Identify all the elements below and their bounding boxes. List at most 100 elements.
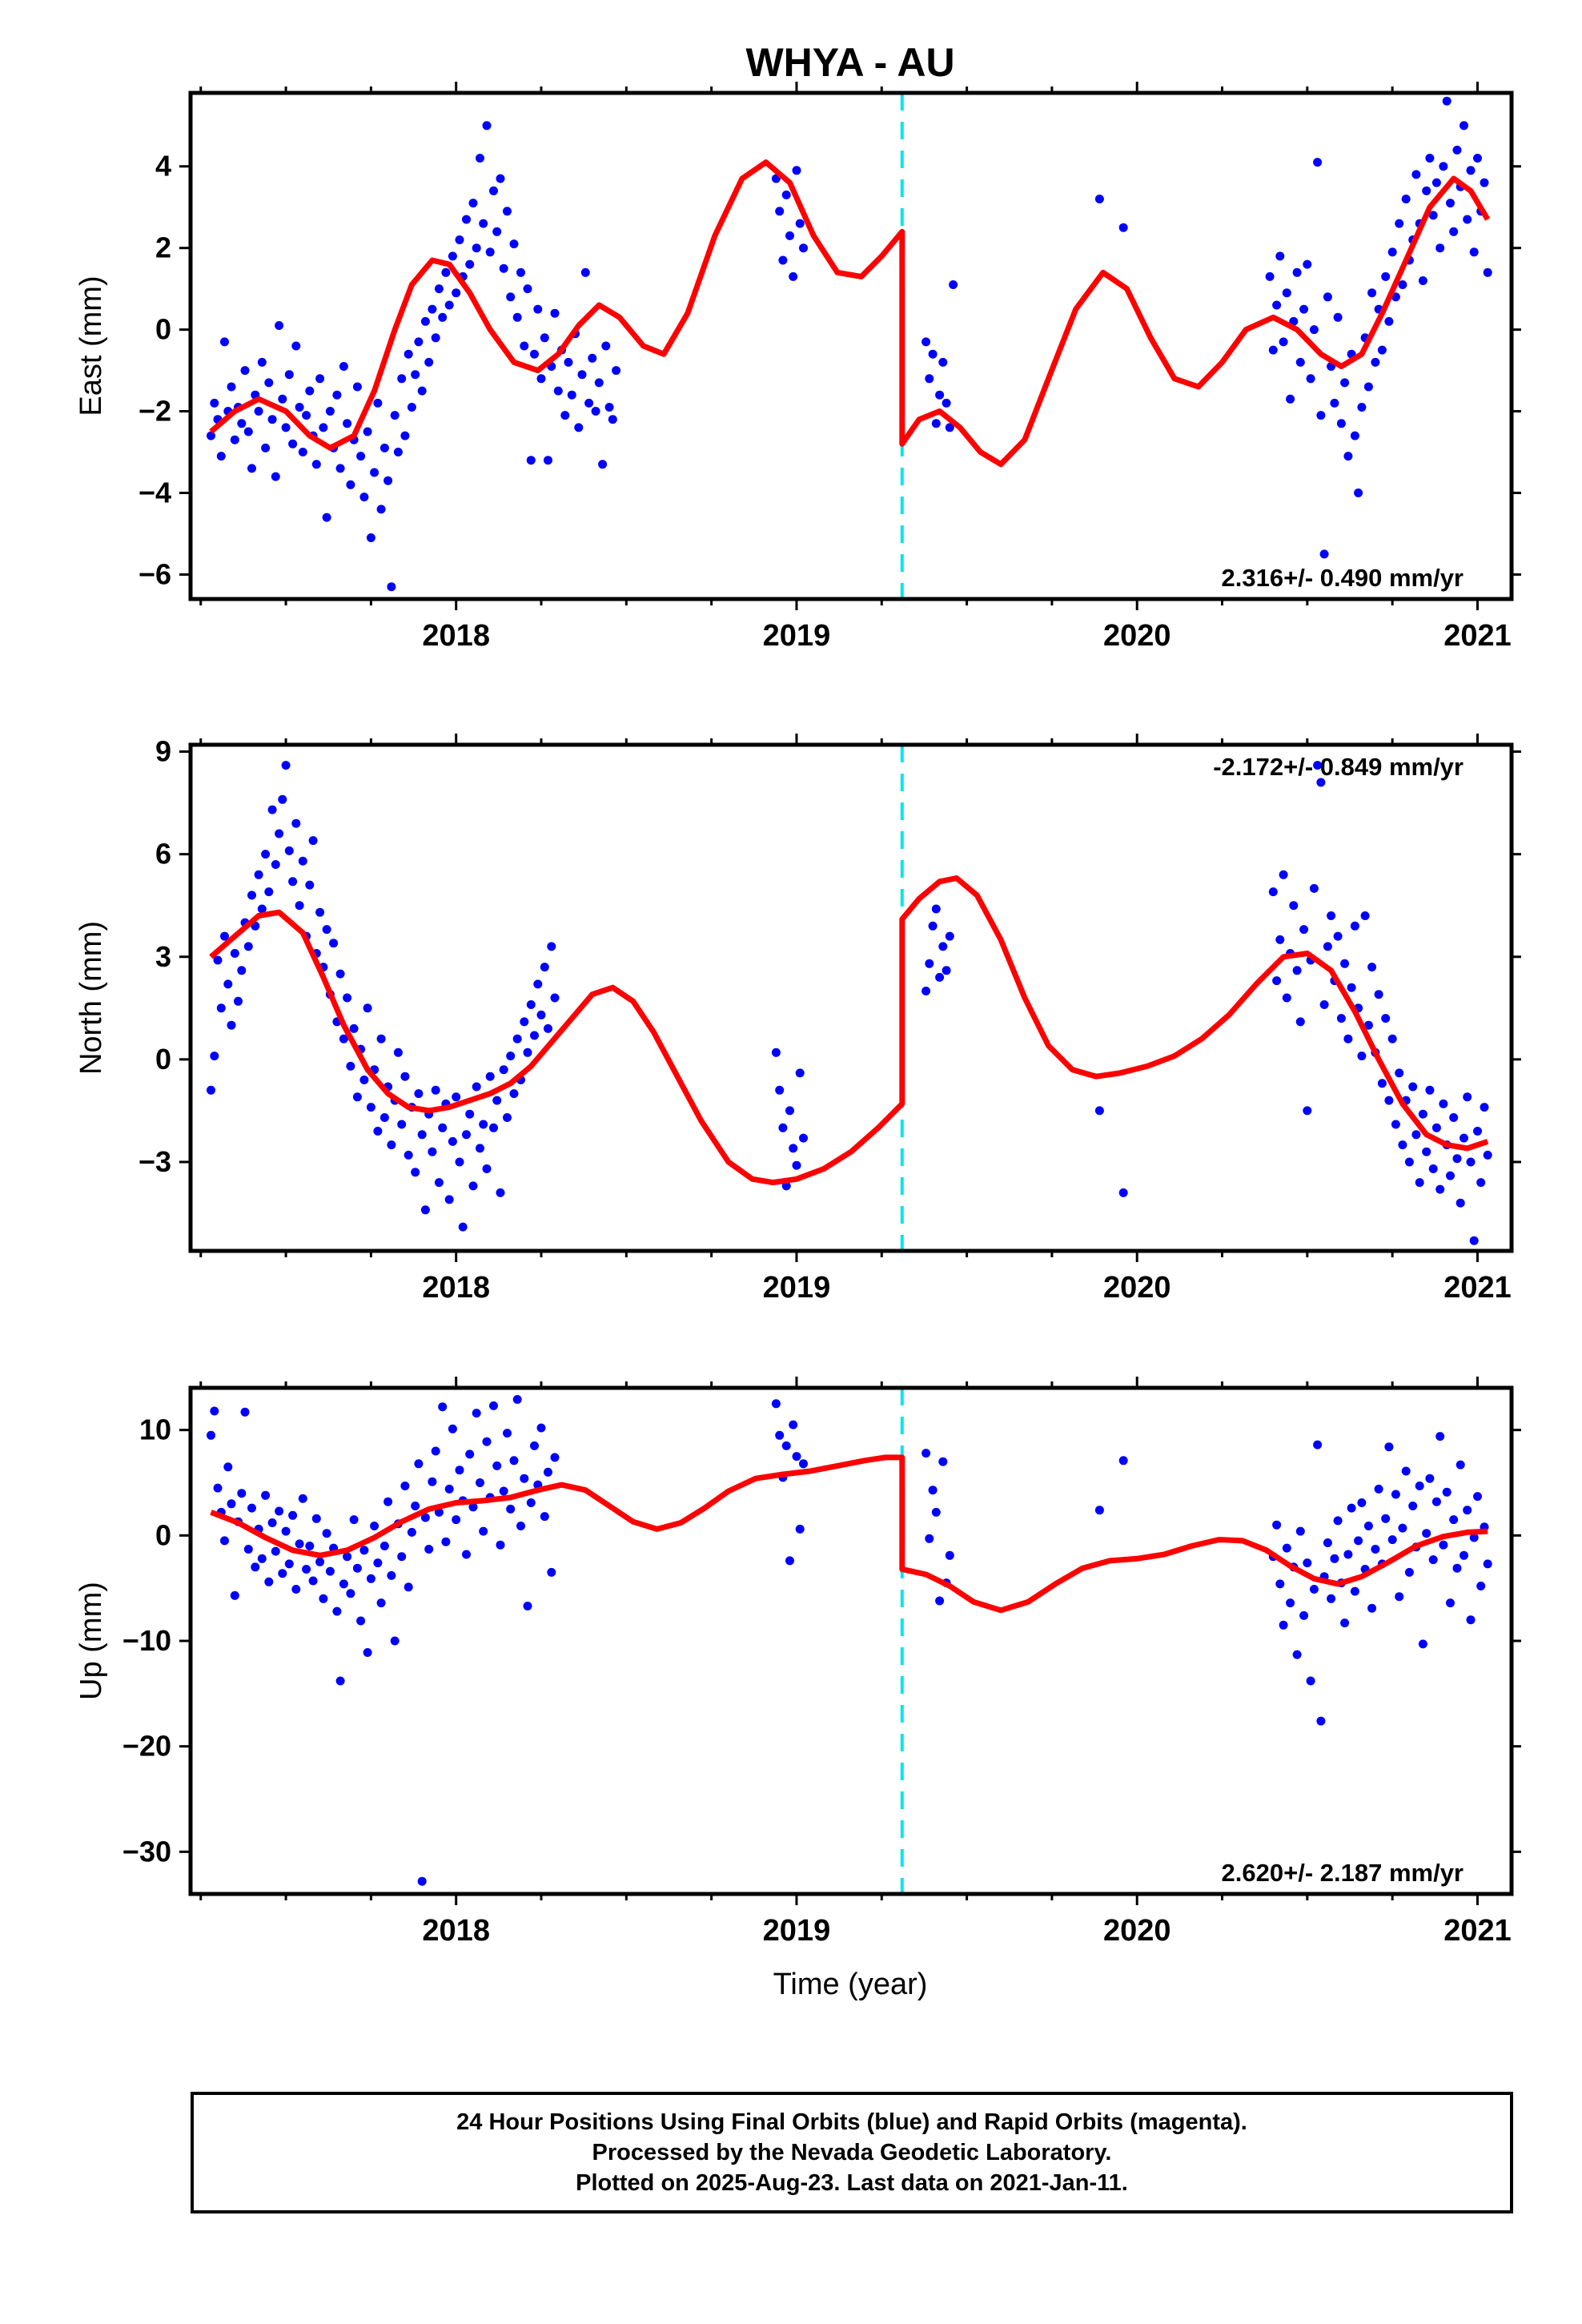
up-y-tick-label: 10: [139, 1413, 171, 1446]
north-data-point: [1295, 1017, 1305, 1027]
north-data-point: [1418, 1109, 1427, 1119]
east-data-point: [516, 267, 525, 277]
up-data-point: [1483, 1559, 1492, 1569]
east-data-point: [778, 255, 788, 265]
up-data-point: [1347, 1503, 1356, 1513]
up-data-point: [1279, 1620, 1288, 1630]
up-data-point: [295, 1539, 304, 1549]
up-data-point: [1425, 1474, 1435, 1483]
up-data-point: [1295, 1526, 1305, 1536]
north-data-point: [288, 877, 298, 887]
east-frame: [188, 90, 1514, 601]
east-data-point: [928, 349, 938, 359]
east-data-point: [938, 357, 948, 367]
up-data-point: [938, 1457, 948, 1466]
north-data-point: [462, 1130, 471, 1140]
north-data-point: [921, 987, 931, 995]
up-data-point: [547, 1567, 556, 1577]
north-data-point: [393, 1047, 403, 1057]
up-data-point: [1381, 1514, 1391, 1523]
up-data-point: [1387, 1535, 1397, 1545]
east-data-point: [278, 394, 287, 404]
north-data-point: [1435, 1184, 1445, 1194]
east-data-point: [540, 333, 549, 343]
north-data-point: [417, 1130, 427, 1140]
east-data-point: [407, 403, 416, 412]
east-data-point: [1303, 259, 1312, 269]
north-data-point: [1357, 1051, 1367, 1061]
north-data-point: [1480, 1103, 1489, 1112]
east-data-point: [434, 284, 444, 294]
east-data-point: [411, 370, 420, 380]
north-data-point: [1323, 942, 1332, 951]
east-data-point: [1452, 145, 1462, 155]
footer-line-1: 24 Hour Positions Using Final Orbits (bl…: [456, 2109, 1247, 2135]
figure-title: WHYA - AU: [745, 40, 954, 85]
up-data-point: [220, 1536, 229, 1546]
east-data-point: [1333, 312, 1343, 322]
east-data-point: [1431, 178, 1441, 187]
east-data-point: [295, 403, 304, 412]
up-data-point: [1282, 1543, 1291, 1553]
north-data-point: [931, 904, 941, 914]
up-data-point: [404, 1582, 413, 1592]
north-panel: −3 0 3 6 9 2018 2019 2020 2021 North (mm) -2.172+/…: [74, 734, 1521, 1305]
up-data-point: [530, 1441, 539, 1450]
north-data-point: [1384, 1096, 1394, 1105]
east-data-point: [230, 435, 239, 444]
north-data-point: [1473, 1127, 1482, 1136]
up-data-point: [496, 1540, 505, 1550]
east-data-point: [580, 267, 590, 277]
up-data-point: [1435, 1432, 1445, 1441]
north-data-point: [1316, 778, 1326, 787]
east-data-point: [1428, 211, 1438, 220]
up-data-point: [305, 1542, 315, 1550]
up-data-point: [1292, 1650, 1302, 1659]
up-data-point: [465, 1449, 475, 1459]
up-data-point: [207, 1430, 215, 1440]
east-data-point: [448, 251, 457, 261]
east-data-point: [1371, 357, 1380, 367]
east-data-point: [325, 407, 335, 416]
up-data-point: [550, 1453, 560, 1462]
up-data-point: [370, 1522, 379, 1530]
east-data-point: [499, 263, 508, 273]
east-plot-area: [207, 93, 1492, 599]
north-data-point: [792, 1160, 801, 1170]
up-data-point: [1398, 1523, 1407, 1533]
north-data-point: [1343, 1034, 1353, 1043]
east-data-point: [237, 419, 247, 428]
up-data-point: [343, 1552, 352, 1562]
north-data-point: [339, 1034, 348, 1043]
east-data-point: [1265, 271, 1275, 281]
east-data-point: [414, 337, 424, 347]
up-data-point: [1303, 1558, 1312, 1568]
up-data-point: [925, 1534, 934, 1543]
north-data-point: [1391, 1120, 1400, 1129]
up-data-point: [291, 1585, 301, 1594]
up-fit-line: [210, 1454, 1488, 1614]
east-data-point: [319, 423, 328, 432]
up-data-point: [302, 1565, 311, 1574]
up-data-point: [441, 1537, 451, 1546]
north-data-point: [928, 921, 938, 931]
east-data-point: [240, 366, 250, 376]
east-data-point: [942, 398, 951, 408]
east-data-point: [373, 398, 383, 408]
north-data-point: [352, 1092, 362, 1102]
north-data-point: [492, 1096, 502, 1105]
east-data-point: [1401, 195, 1411, 203]
up-data-point: [1439, 1540, 1448, 1550]
up-data-point: [1401, 1466, 1411, 1476]
east-data-point: [311, 460, 321, 469]
up-data-point: [257, 1554, 267, 1563]
north-data-point: [1319, 1000, 1329, 1009]
north-data-point: [275, 829, 284, 838]
north-data-point: [278, 794, 287, 804]
north-data-point: [1374, 990, 1383, 999]
up-y-tick-label: 0: [155, 1518, 171, 1551]
east-data-point: [257, 357, 267, 367]
up-data-point: [1327, 1594, 1336, 1603]
east-data-point: [1295, 357, 1305, 367]
up-data-point: [322, 1529, 331, 1538]
